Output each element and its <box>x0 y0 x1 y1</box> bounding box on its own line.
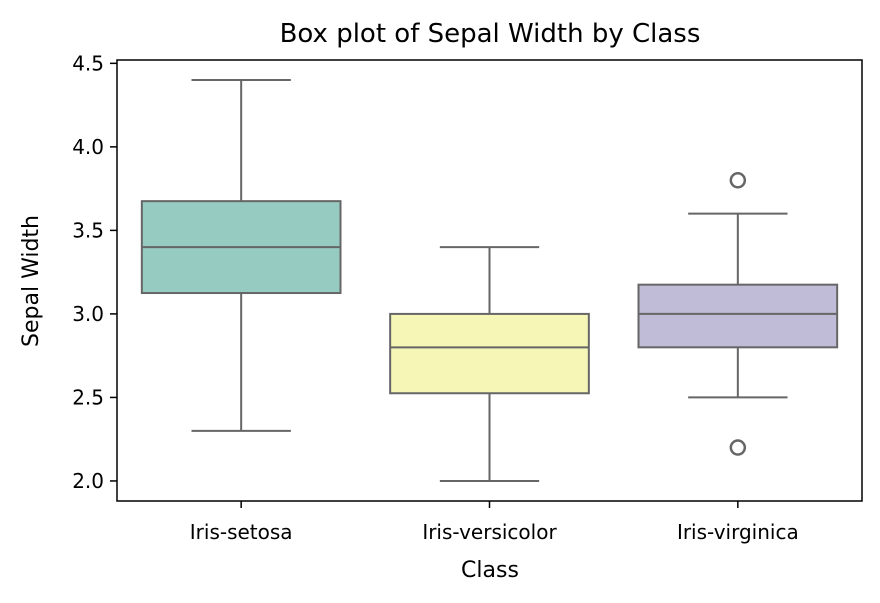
outlier-point <box>729 172 747 189</box>
boxes-layer <box>140 79 839 482</box>
box-group <box>637 172 839 456</box>
x-tick-label: Iris-virginica <box>677 520 799 544</box>
y-tick-label: 3.0 <box>72 302 104 326</box>
box-iqr <box>637 283 839 349</box>
y-axis-label: Sepal Width <box>19 215 44 347</box>
y-tick-label: 2.5 <box>72 385 104 409</box>
x-axis-label: Class <box>461 558 519 583</box>
y-tick-label: 4.5 <box>72 51 104 75</box>
y-tick-label: 4.0 <box>72 135 104 159</box>
x-tick-label: Iris-setosa <box>190 520 293 544</box>
y-tick-label: 2.0 <box>72 469 104 493</box>
chart-title: Box plot of Sepal Width by Class <box>280 19 701 49</box>
box-iqr <box>389 312 590 395</box>
box-group <box>140 79 342 432</box>
x-tick-label: Iris-versicolor <box>422 520 557 544</box>
box-group <box>389 246 590 482</box>
y-tick-label: 3.5 <box>72 218 104 242</box>
outlier-point <box>729 439 747 456</box>
x-axis: Iris-setosa Iris-versicolor Iris-virginica <box>190 501 799 544</box>
y-axis: 2.0 2.5 3.0 3.5 4.0 4.5 <box>72 51 117 493</box>
